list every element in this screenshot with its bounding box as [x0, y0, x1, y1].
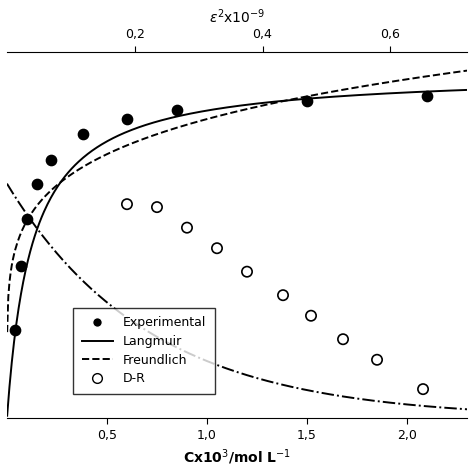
D-R	[307, 312, 315, 319]
Freundlich	[464, 68, 470, 73]
Experimental	[17, 262, 25, 270]
D-R	[183, 224, 191, 231]
Langmuir	[154, 118, 160, 124]
D-R	[123, 201, 131, 208]
Freundlich	[338, 87, 344, 93]
D-R	[279, 292, 287, 299]
D-R	[419, 385, 427, 393]
Langmuir	[336, 93, 342, 99]
Langmuir	[186, 111, 192, 117]
Freundlich	[186, 121, 192, 127]
Line: Langmuir: Langmuir	[7, 90, 467, 416]
Experimental	[11, 327, 19, 334]
Langmuir	[4, 413, 10, 419]
Freundlich	[4, 329, 10, 335]
D-R	[153, 203, 161, 211]
Langmuir	[293, 97, 299, 102]
Freundlich	[293, 96, 299, 101]
Line: Freundlich: Freundlich	[7, 71, 467, 332]
Experimental	[33, 180, 41, 187]
Freundlich	[60, 178, 65, 183]
X-axis label: $\varepsilon^2$x10$^{-9}$: $\varepsilon^2$x10$^{-9}$	[209, 7, 265, 26]
D-R	[213, 245, 221, 252]
Langmuir	[464, 87, 470, 93]
Freundlich	[336, 88, 342, 93]
Experimental	[47, 156, 55, 164]
Freundlich	[154, 131, 160, 137]
D-R	[243, 268, 251, 275]
Legend: Experimental, Langmuir, Freundlich, D-R: Experimental, Langmuir, Freundlich, D-R	[73, 308, 215, 394]
Langmuir	[338, 93, 344, 99]
D-R	[373, 356, 381, 364]
Experimental	[303, 98, 311, 105]
X-axis label: Cx10$^3$/mol L$^{-1}$: Cx10$^3$/mol L$^{-1}$	[183, 447, 291, 467]
Experimental	[173, 107, 181, 114]
D-R	[339, 336, 347, 343]
Langmuir	[60, 177, 65, 182]
Experimental	[123, 115, 131, 123]
Experimental	[423, 92, 431, 100]
Experimental	[23, 215, 31, 223]
Experimental	[79, 130, 87, 137]
